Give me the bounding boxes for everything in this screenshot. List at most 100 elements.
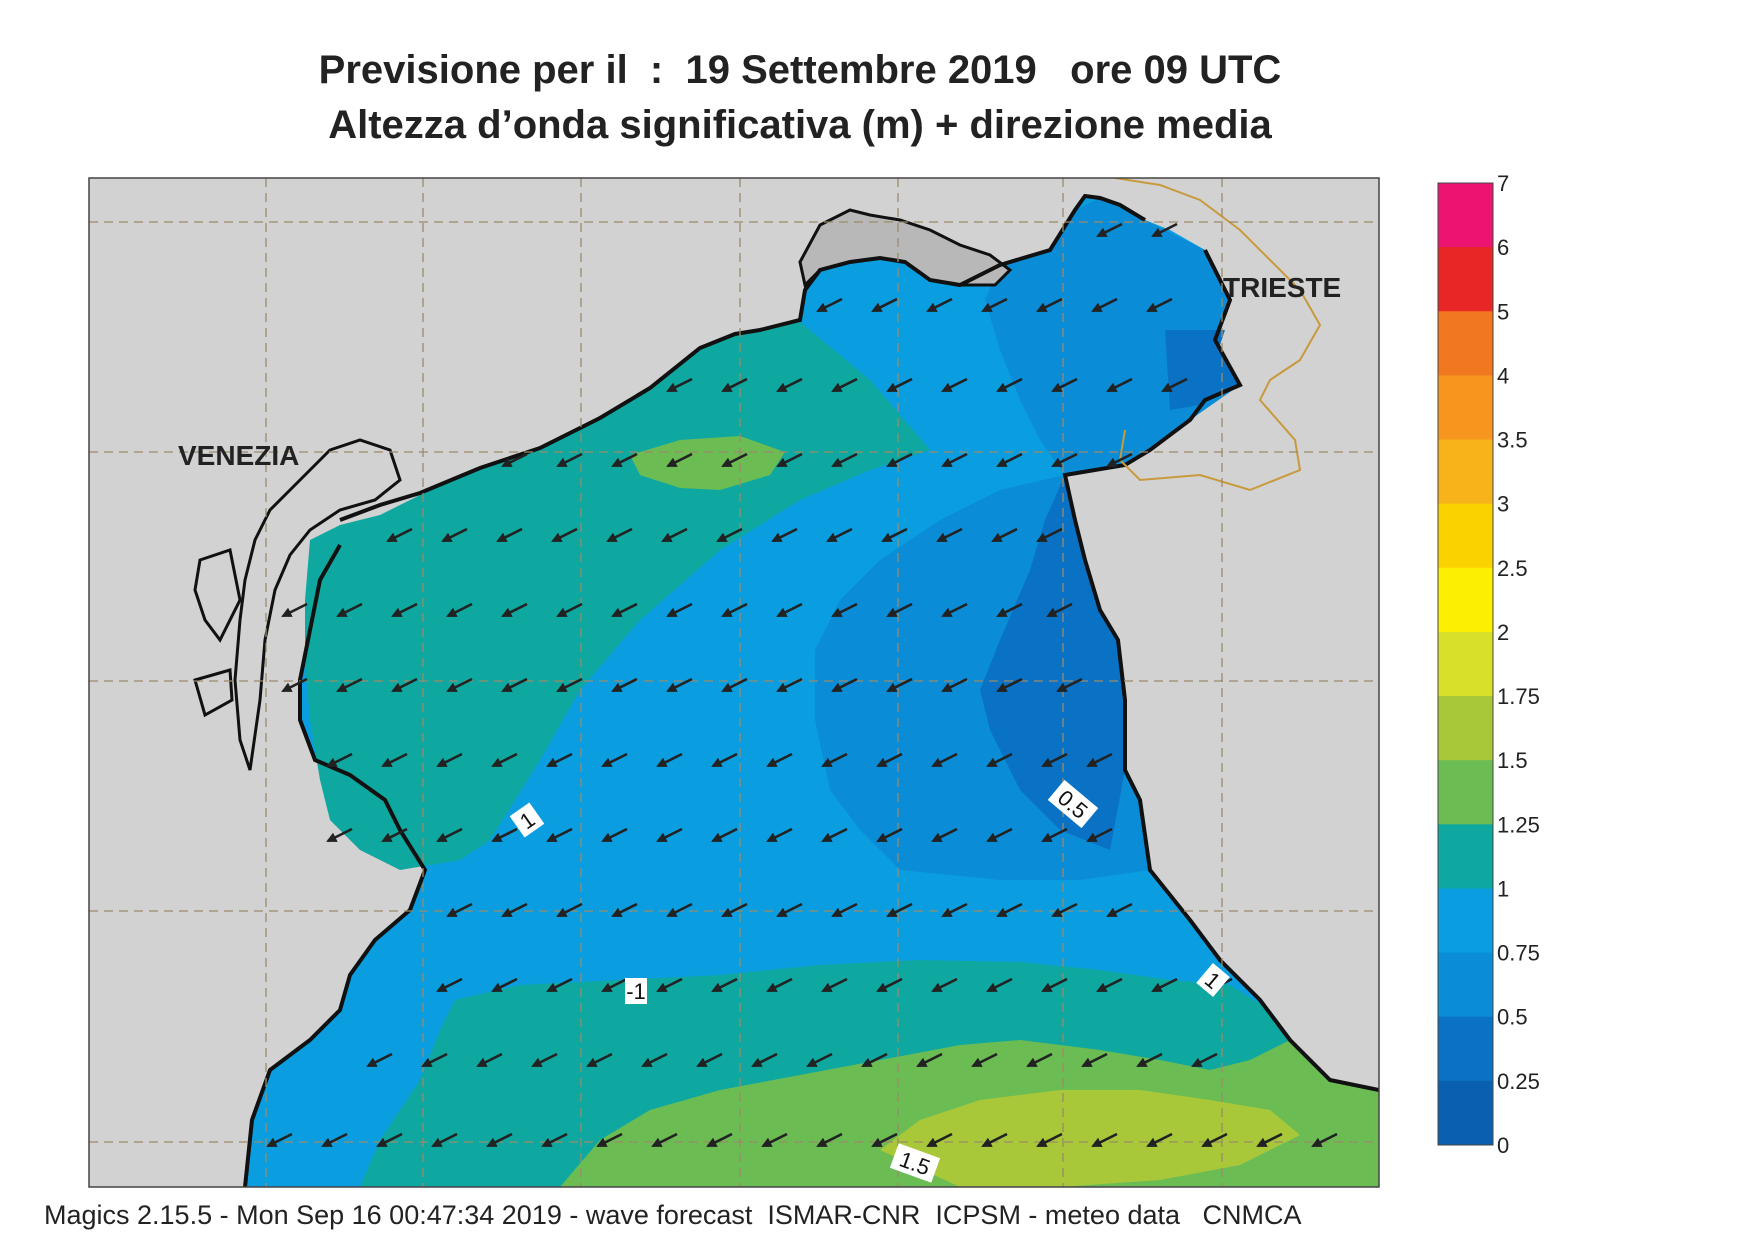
color-legend-label: 0	[1497, 1133, 1509, 1158]
wave-arrow	[721, 602, 748, 618]
wave-arrow	[386, 527, 413, 543]
wave-arrow	[656, 827, 683, 843]
wave-arrow	[1091, 1132, 1118, 1148]
wave-arrow	[941, 377, 968, 393]
wave-arrow	[1046, 602, 1073, 618]
wave-arrow	[436, 977, 463, 993]
color-legend-swatch	[1438, 631, 1493, 697]
coastline-north	[339, 193, 1147, 522]
wave-arrow	[381, 752, 408, 768]
wave-arrow	[831, 377, 858, 393]
color-legend-label: 1.75	[1497, 684, 1540, 709]
wave-arrow	[1036, 1132, 1063, 1148]
wave-arrow	[981, 297, 1008, 313]
wave-arrow	[706, 1132, 733, 1148]
color-legend-label: 5	[1497, 299, 1509, 324]
color-legend-swatch	[1438, 247, 1493, 312]
wave-arrow	[446, 902, 473, 918]
wave-arrow	[546, 827, 573, 843]
wave-arrow	[886, 452, 913, 468]
wave-arrow	[381, 827, 408, 843]
wave-arrow	[776, 677, 803, 693]
wave-arrow	[996, 902, 1023, 918]
wave-arrow	[666, 677, 693, 693]
color-legend-label: 3.5	[1497, 428, 1528, 453]
wave-arrow	[711, 977, 738, 993]
contour-label-1-south: -1	[625, 978, 647, 1004]
wave-arrow	[776, 602, 803, 618]
wave-arrow	[391, 677, 418, 693]
wave-arrow	[366, 1052, 393, 1068]
wave-arrow	[496, 527, 523, 543]
wave-arrow	[716, 527, 743, 543]
color-legend-swatch	[1438, 439, 1493, 505]
wave-arrow	[1151, 977, 1178, 993]
sea-green-blob	[630, 436, 785, 490]
wave-arrow	[1051, 377, 1078, 393]
wave-arrow	[776, 377, 803, 393]
wave-arrow	[771, 527, 798, 543]
color-legend-frame	[1437, 182, 1494, 1146]
wave-arrow	[1136, 1052, 1163, 1068]
wave-arrow	[1086, 752, 1113, 768]
wave-arrow	[926, 297, 953, 313]
wave-arrow	[531, 1052, 558, 1068]
wave-arrow	[711, 827, 738, 843]
wave-arrow	[606, 527, 633, 543]
sea-istria-darkest	[980, 475, 1125, 850]
wave-arrow	[831, 602, 858, 618]
wave-arrow	[611, 602, 638, 618]
wave-arrow	[326, 752, 353, 768]
color-legend-label: 1	[1497, 876, 1509, 901]
wave-arrow	[476, 1052, 503, 1068]
wave-arrow	[336, 602, 363, 618]
wave-arrow	[281, 677, 308, 693]
wave-arrow	[986, 827, 1013, 843]
sea-south-yellowgreen	[880, 1090, 1300, 1187]
color-legend-swatch	[1438, 760, 1493, 825]
wave-arrow	[991, 527, 1018, 543]
wave-arrow	[766, 827, 793, 843]
wave-arrow	[821, 752, 848, 768]
wave-arrow	[996, 377, 1023, 393]
wave-arrow	[881, 527, 908, 543]
wave-arrow	[556, 677, 583, 693]
wave-arrow	[831, 902, 858, 918]
wave-arrow	[816, 1132, 843, 1148]
wave-arrow	[871, 297, 898, 313]
wave-direction-arrows	[266, 222, 1338, 1148]
wave-arrow	[391, 602, 418, 618]
wave-arrow	[936, 527, 963, 543]
wave-arrow	[806, 1052, 833, 1068]
color-legend-swatch	[1438, 1080, 1493, 1146]
footer-credits: Magics 2.15.5 - Mon Sep 16 00:47:34 2019…	[44, 1200, 1302, 1230]
wave-arrow	[1086, 827, 1113, 843]
wave-arrow	[916, 1052, 943, 1068]
place-label-trieste: TRIESTE	[1223, 272, 1341, 303]
wave-arrow	[666, 902, 693, 918]
color-legend-swatch	[1438, 311, 1493, 376]
wave-arrow	[721, 677, 748, 693]
wave-arrow	[821, 977, 848, 993]
color-legend-label: 3	[1497, 492, 1509, 517]
wave-arrow	[601, 752, 628, 768]
wave-arrow	[1151, 222, 1178, 238]
wave-arrow	[1106, 377, 1133, 393]
wave-arrow	[721, 452, 748, 468]
wave-arrow	[821, 827, 848, 843]
wave-arrow	[441, 527, 468, 543]
wave-arrow	[1146, 297, 1173, 313]
wave-arrow	[1161, 377, 1188, 393]
color-legend-swatch	[1438, 503, 1493, 569]
wave-arrow	[886, 902, 913, 918]
wave-arrow	[1051, 452, 1078, 468]
map-subtitle: Altezza d’onda significativa (m) + direz…	[328, 103, 1272, 147]
wave-arrow	[1026, 1052, 1053, 1068]
color-legend-label: 1.5	[1497, 748, 1528, 773]
wave-arrow	[931, 752, 958, 768]
wave-arrow	[1256, 1132, 1283, 1148]
color-legend-label: 2.5	[1497, 556, 1528, 581]
wave-arrow	[336, 677, 363, 693]
wave-arrow	[986, 752, 1013, 768]
wave-arrow	[446, 602, 473, 618]
